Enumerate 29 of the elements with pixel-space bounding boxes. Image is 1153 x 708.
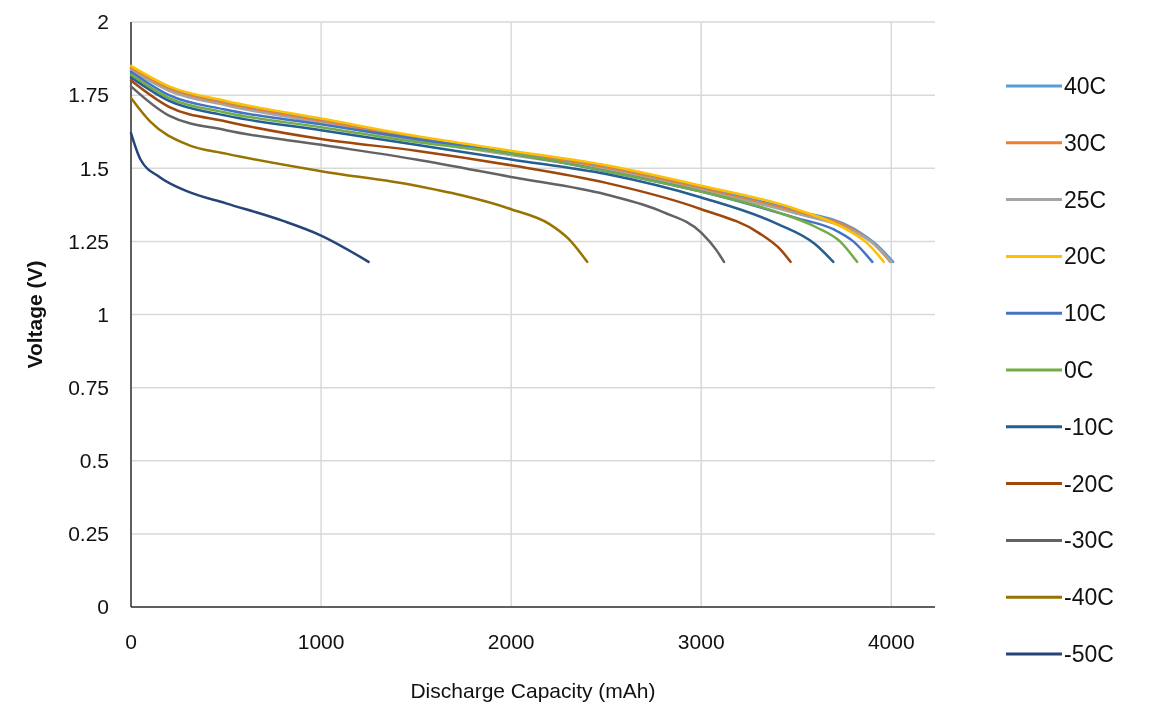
y-tick-label: 1.75 [68,83,109,107]
legend-label: -30C [1064,527,1114,554]
y-axis-title: Voltage (V) [23,260,46,369]
x-axis-title: Discharge Capacity (mAh) [410,679,656,702]
y-tick-label: 1.5 [79,156,109,180]
y-tick-label: 2 [97,10,109,34]
line-series [129,131,370,264]
legend-label: -20C [1064,470,1114,497]
y-tick-label: 1.25 [68,229,109,253]
legend-label: -50C [1064,641,1114,668]
legend-label: 25C [1064,186,1107,213]
legend-label: 30C [1064,129,1107,156]
x-tick-label: 2000 [487,630,535,653]
legend-label: 20C [1064,243,1107,270]
legend-label: 40C [1064,73,1107,100]
line-series [129,96,589,264]
x-tick-label: 4000 [867,630,915,653]
legend-label: 0C [1064,357,1094,384]
legend-label: -40C [1064,584,1114,611]
x-tick-label: 3000 [677,630,725,653]
x-tick-label: 1000 [297,630,345,653]
legend-label: -10C [1064,413,1114,440]
y-tick-label: 0.75 [68,375,109,399]
y-tick-label: 0.25 [68,522,109,546]
y-tick-label: 0 [97,595,109,619]
legend-label: 10C [1064,300,1107,327]
y-tick-label: 0.5 [79,449,109,473]
y-tick-label: 1 [97,302,109,326]
x-tick-label: 0 [125,630,137,653]
